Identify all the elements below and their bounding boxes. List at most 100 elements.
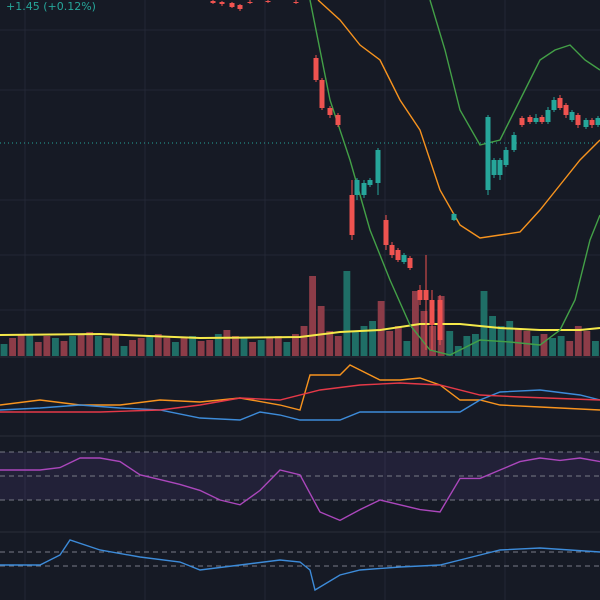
candle-body xyxy=(557,98,563,108)
candle-body xyxy=(527,117,533,122)
candle-body xyxy=(407,258,413,268)
candle-body xyxy=(361,183,367,195)
volume-bar xyxy=(17,334,25,356)
volume-bar xyxy=(266,338,274,356)
volume-bar xyxy=(129,340,136,356)
volume-bar xyxy=(240,338,248,356)
volume-bar xyxy=(403,341,411,356)
candle-body xyxy=(354,180,360,195)
volume-bar xyxy=(369,321,376,356)
volume-bar xyxy=(480,291,488,356)
volume-bar xyxy=(583,331,591,356)
volume-bar xyxy=(334,336,342,356)
candle-body xyxy=(503,150,509,165)
volume-bar xyxy=(249,342,256,356)
volume-bar xyxy=(163,338,171,356)
candle-body xyxy=(595,118,600,125)
volume-bar xyxy=(34,342,42,356)
indicator-line xyxy=(0,364,600,411)
candle-body xyxy=(229,3,235,7)
volume-bar xyxy=(309,276,316,356)
volume-bar xyxy=(197,341,205,356)
price-change: +1.45 (+0.12%) xyxy=(6,0,96,13)
candle-body xyxy=(429,300,435,325)
candle-body xyxy=(265,1,271,2)
candle-body xyxy=(237,5,243,9)
candle-body xyxy=(293,2,299,3)
indicator-line xyxy=(0,389,600,421)
volume-bar xyxy=(352,331,359,356)
volume-bar xyxy=(0,344,8,356)
volume-bar xyxy=(103,338,111,356)
volume-bar xyxy=(60,341,68,356)
volume-bar xyxy=(69,336,76,356)
volume-bar xyxy=(26,334,34,356)
volume-bar xyxy=(214,334,222,356)
volume-bar xyxy=(86,332,94,356)
indicator-line xyxy=(0,539,600,592)
volume-bar xyxy=(154,334,162,356)
candle-body xyxy=(335,115,341,125)
candle-body xyxy=(451,214,457,220)
candle-body xyxy=(583,120,589,127)
candle-body xyxy=(313,58,319,80)
candle-body xyxy=(423,290,429,300)
volume-bar xyxy=(472,334,479,356)
candle-body xyxy=(545,110,551,122)
indicator-line xyxy=(0,323,600,340)
volume-bar xyxy=(592,341,599,356)
volume-bar xyxy=(377,301,385,356)
volume-bar xyxy=(206,340,214,356)
volume-bar xyxy=(360,326,368,356)
candle-body xyxy=(497,160,503,175)
candle-body xyxy=(395,250,401,260)
candle-body xyxy=(349,195,355,235)
indicator-line xyxy=(0,457,600,522)
candle-body xyxy=(485,117,491,190)
candle-body xyxy=(210,1,216,3)
volume-bar xyxy=(274,336,282,356)
candle-body xyxy=(589,120,595,125)
candle-body xyxy=(375,150,381,183)
candle-body xyxy=(219,2,225,4)
volume-bar xyxy=(574,326,582,356)
volume-bar xyxy=(412,291,419,356)
volume-bar xyxy=(257,340,265,356)
candle-body xyxy=(575,115,581,125)
candle-body xyxy=(563,105,569,115)
volume-bar xyxy=(9,338,16,356)
candle-body xyxy=(569,112,575,120)
indicator-line xyxy=(429,0,600,146)
volume-bar xyxy=(514,328,522,356)
volume-bar xyxy=(420,311,428,356)
volume-bar xyxy=(77,334,85,356)
candle-body xyxy=(533,118,539,122)
candle-body xyxy=(519,118,525,125)
volume-bar xyxy=(532,336,539,356)
volume-bar xyxy=(557,336,565,356)
volume-bar xyxy=(566,341,574,356)
candle-body xyxy=(327,108,333,115)
volume-bar xyxy=(446,331,454,356)
volume-bar xyxy=(506,321,514,356)
volume-bar xyxy=(112,334,119,356)
volume-bar xyxy=(43,336,51,356)
candle-body xyxy=(511,135,517,150)
indicator-line xyxy=(317,0,600,239)
volume-bar xyxy=(172,342,179,356)
volume-bar xyxy=(120,346,128,356)
volume-bar xyxy=(343,271,351,356)
volume-bar xyxy=(292,334,299,356)
volume-bar xyxy=(180,338,188,356)
candle-body xyxy=(437,300,443,340)
volume-bar xyxy=(52,338,59,356)
candle-body xyxy=(551,100,557,110)
volume-bar xyxy=(394,326,402,356)
volume-bar xyxy=(386,331,394,356)
volume-bar xyxy=(429,326,436,356)
candle-body xyxy=(383,220,389,245)
